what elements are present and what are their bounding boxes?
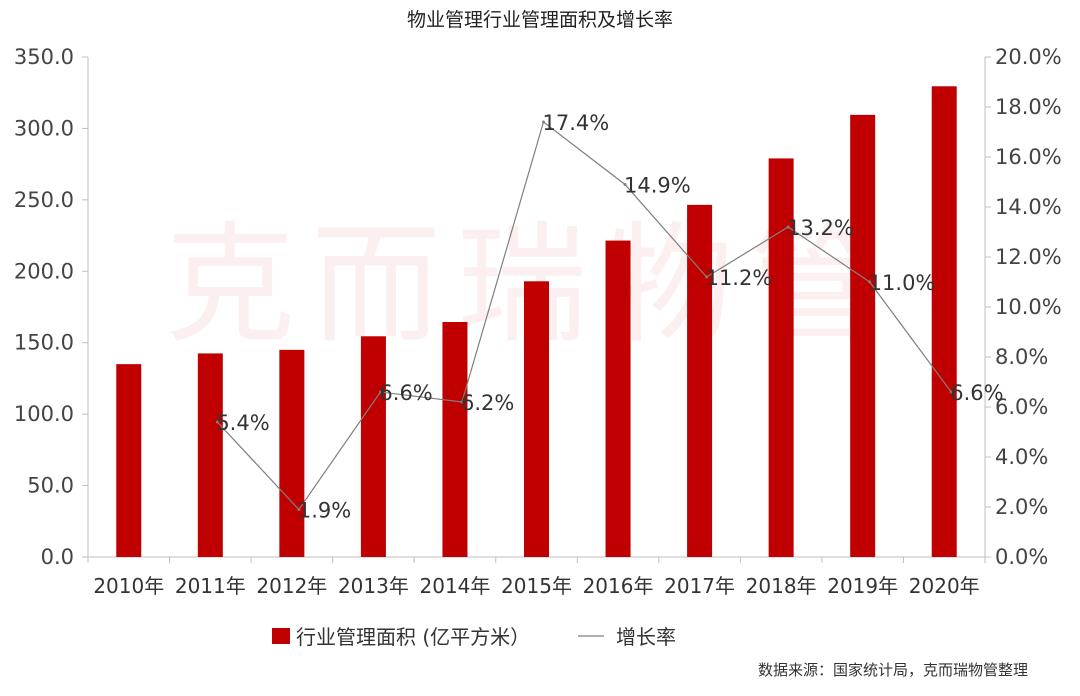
data-label: 5.4%: [216, 411, 269, 435]
y-right-tick-label: 18.0%: [995, 95, 1062, 119]
line-series: [215, 120, 953, 511]
x-tick-label: 2010年: [93, 574, 164, 598]
y-right-tick-label: 12.0%: [995, 245, 1062, 269]
axes: 0.0 50.0 100.0 150.0 200.0 250.0 300.0 350.0 0.0…: [14, 45, 1062, 598]
x-tick-label: 2017年: [664, 574, 735, 598]
y-right-tick-label: 20.0%: [995, 45, 1062, 69]
bar: [605, 240, 631, 558]
x-tick-label: 2019年: [827, 574, 898, 598]
bar: [360, 336, 386, 557]
x-tick-label: 2014年: [420, 574, 491, 598]
source-note: 数据来源：国家统计局，克而瑞物管整理: [758, 661, 1028, 679]
data-label: 6.2%: [461, 391, 514, 415]
data-label: 11.2%: [706, 266, 773, 290]
y-right-tick-label: 6.0%: [995, 395, 1048, 419]
y-left-tick-label: 150.0: [14, 331, 74, 355]
line-point: [542, 120, 545, 124]
x-tick-label: 2011年: [175, 574, 246, 598]
x-tick-label: 2012年: [256, 574, 327, 598]
x-tick-label: 2013年: [338, 574, 409, 598]
x-tick-label: 2015年: [501, 574, 572, 598]
line-point: [460, 400, 464, 404]
y-left-tick-label: 0.0: [41, 545, 74, 569]
bar: [687, 204, 713, 557]
chart-title: 物业管理行业管理面积及增长率: [407, 9, 673, 31]
y-right-tick-label: 10.0%: [995, 295, 1062, 319]
y-left-tick-label: 250.0: [14, 188, 74, 212]
bar: [768, 158, 794, 557]
y-right-tick-label: 14.0%: [995, 195, 1062, 219]
data-label: 14.9%: [624, 174, 691, 198]
data-label: 6.6%: [379, 381, 432, 405]
bar: [116, 364, 142, 557]
bar: [279, 349, 305, 557]
bar: [931, 86, 957, 558]
line-point: [378, 390, 382, 394]
x-tick-label: 2016年: [583, 574, 654, 598]
legend-swatch-bar: [272, 628, 290, 644]
bar: [197, 353, 223, 557]
x-tick-label: 2018年: [746, 574, 817, 598]
line-point: [868, 280, 872, 284]
line-point: [949, 390, 953, 394]
data-label: 13.2%: [787, 216, 854, 240]
legend: 行业管理面积 (亿平方米） 增长率: [272, 625, 676, 649]
bar: [442, 322, 468, 557]
bar: [850, 114, 876, 557]
line-point: [297, 508, 301, 511]
line-point: [705, 275, 709, 279]
y-right-tick-label: 8.0%: [995, 345, 1048, 369]
legend-label-bar: 行业管理面积 (亿平方米）: [296, 625, 530, 649]
y-left-tick-label: 50.0: [27, 474, 74, 498]
line-point: [215, 420, 219, 424]
y-right-tick-label: 2.0%: [995, 495, 1048, 519]
data-labels: 5.4% 1.9% 6.6% 6.2% 17.4% 14.9% 11.2% 13.2% 11.0…: [216, 111, 1003, 523]
legend-label-line: 增长率: [616, 625, 676, 649]
data-label: 6.6%: [950, 381, 1003, 405]
y-right-tick-label: 0.0%: [995, 545, 1048, 569]
y-right-tick-label: 16.0%: [995, 145, 1062, 169]
bar-series: [116, 86, 957, 558]
y-left-tick-label: 300.0: [14, 116, 74, 140]
line-point: [786, 225, 790, 229]
y-left-tick-label: 200.0: [14, 259, 74, 283]
y-left-tick-label: 350.0: [14, 45, 74, 69]
line-point: [623, 183, 627, 186]
bar: [524, 281, 549, 557]
y-left-tick-label: 100.0: [14, 402, 74, 426]
y-right-tick-label: 4.0%: [995, 445, 1048, 469]
x-tick-label: 2020年: [909, 574, 980, 598]
data-label: 1.9%: [298, 499, 351, 523]
data-label: 11.0%: [869, 271, 936, 295]
growth-line: [216, 120, 952, 511]
watermark: 克而瑞物管: [165, 209, 895, 361]
data-label: 17.4%: [543, 111, 610, 135]
